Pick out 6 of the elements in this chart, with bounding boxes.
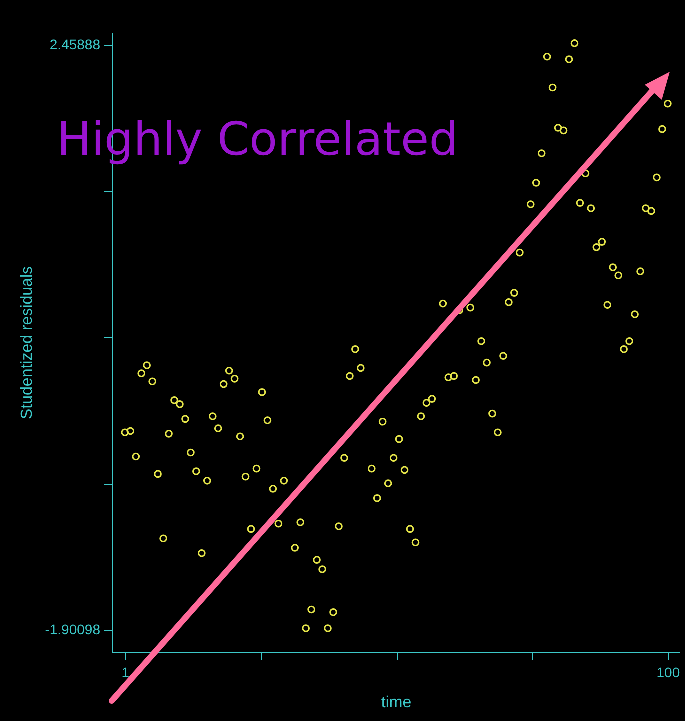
- x-axis-title: time: [381, 694, 412, 712]
- y-axis-title: Studentized residuals: [19, 266, 36, 420]
- y-tick-label: 2.45888: [50, 36, 101, 52]
- y-tick-label: -1.90098: [45, 621, 101, 638]
- x-tick-label: 100: [656, 664, 680, 680]
- x-tick-label: 1: [122, 664, 130, 680]
